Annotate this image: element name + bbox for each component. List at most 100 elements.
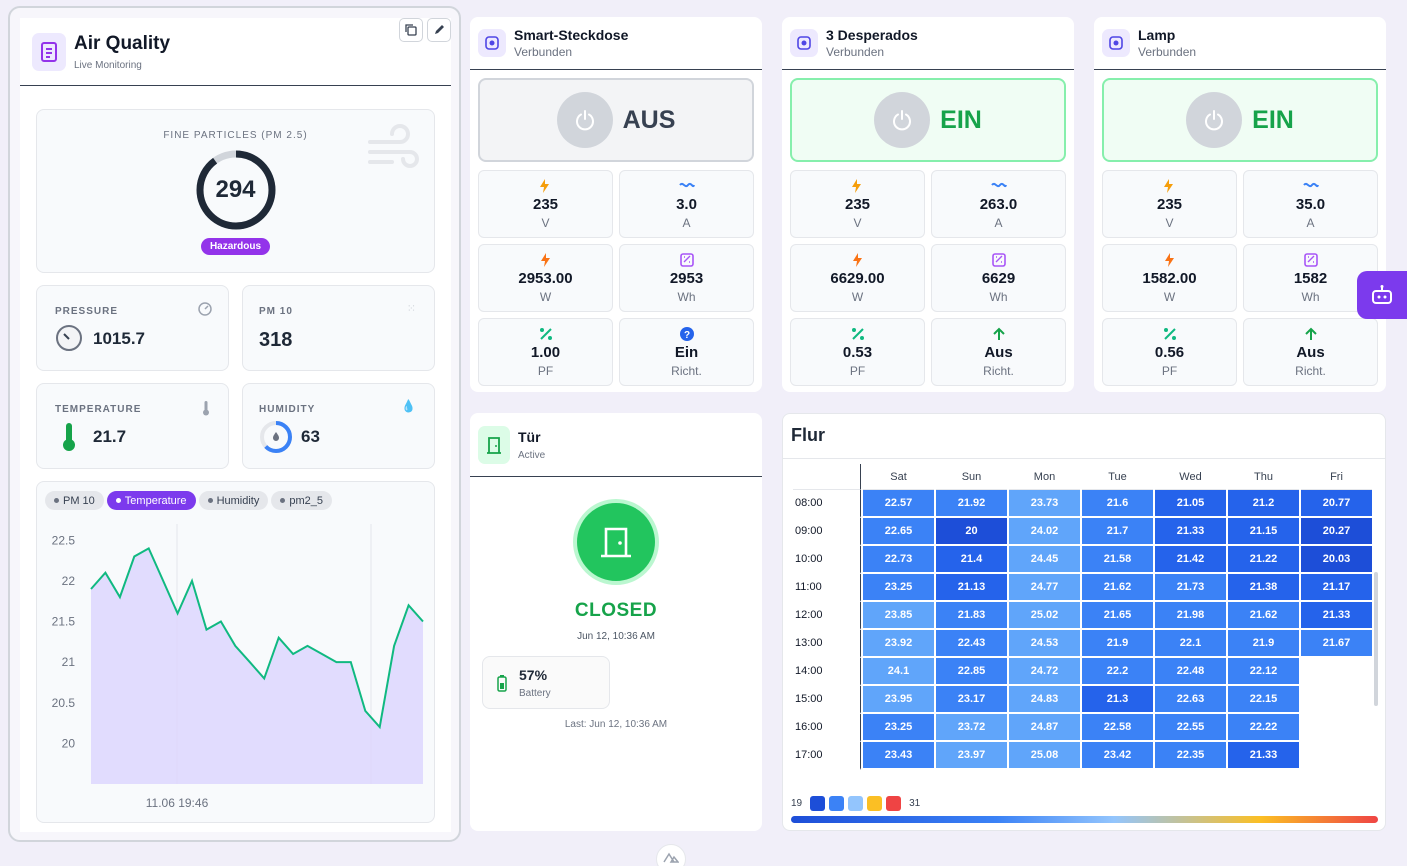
heatmap-cell[interactable]: 21.05 — [1155, 490, 1226, 518]
plug-title: Smart-Steckdose — [514, 27, 629, 43]
metric-current: 3.0 A — [619, 170, 754, 238]
heatmap-cell[interactable]: 24.83 — [1009, 686, 1080, 714]
heatmap-cell[interactable]: 24.72 — [1009, 658, 1080, 686]
heatmap-cell[interactable]: 22.73 — [863, 546, 934, 574]
heatmap-cell[interactable]: 21.3 — [1082, 686, 1153, 714]
heatmap-cell[interactable]: 24.53 — [1009, 630, 1080, 658]
heatmap-cell[interactable]: 21.58 — [1082, 546, 1153, 574]
metric-energy: 1582 Wh — [1243, 244, 1378, 312]
metric-dir: ? Ein Richt. — [619, 318, 754, 386]
power-toggle-button[interactable]: EIN — [790, 78, 1066, 162]
heatmap-cell[interactable]: 21.65 — [1082, 602, 1153, 630]
metric-unit: Richt. — [671, 364, 702, 378]
chart-tab-pm-10[interactable]: PM 10 — [45, 491, 104, 510]
heatmap-cell[interactable]: 22.43 — [936, 630, 1007, 658]
heatmap-cell[interactable]: 21.73 — [1155, 574, 1226, 602]
door-last-update: Last: Jun 12, 10:36 AM — [564, 719, 668, 730]
heatmap-cell[interactable]: 21.92 — [936, 490, 1007, 518]
heatmap-header-line — [783, 458, 1385, 459]
heatmap-day-wed: Wed — [1155, 464, 1226, 490]
copy-button[interactable] — [399, 18, 423, 42]
heatmap-cell[interactable]: 23.72 — [936, 714, 1007, 742]
heatmap-cell[interactable]: 24.45 — [1009, 546, 1080, 574]
edit-button[interactable] — [427, 18, 451, 42]
heatmap-cell[interactable]: 23.97 — [936, 742, 1007, 770]
heatmap-cell[interactable]: 24.02 — [1009, 518, 1080, 546]
heatmap-cell[interactable]: 21.4 — [936, 546, 1007, 574]
heatmap-cell[interactable]: 22.2 — [1082, 658, 1153, 686]
heatmap-cell[interactable]: 23.42 — [1082, 742, 1153, 770]
heatmap-cell[interactable]: 21.33 — [1155, 518, 1226, 546]
heatmap-cell[interactable]: 21.83 — [936, 602, 1007, 630]
heatmap-cell[interactable]: 20.77 — [1301, 490, 1372, 518]
heatmap-cell[interactable]: 22.1 — [1155, 630, 1226, 658]
metric-pf: 1.00 PF — [478, 318, 613, 386]
heatmap-cell[interactable]: 21.9 — [1228, 630, 1299, 658]
temperature-area — [91, 548, 423, 784]
heatmap-scrollbar[interactable] — [1374, 572, 1378, 706]
assistant-button[interactable] — [1357, 271, 1407, 319]
heatmap-cell[interactable]: 21.98 — [1155, 602, 1226, 630]
heatmap-cell[interactable]: 25.08 — [1009, 742, 1080, 770]
heatmap-cell[interactable]: 24.1 — [863, 658, 934, 686]
heatmap-cell[interactable]: 21.22 — [1228, 546, 1299, 574]
heatmap-cell[interactable]: 22.15 — [1228, 686, 1299, 714]
heatmap-cell[interactable]: 22.57 — [863, 490, 934, 518]
heatmap-cell[interactable]: 23.85 — [863, 602, 934, 630]
metric-unit: Wh — [677, 290, 696, 304]
heatmap-cell[interactable]: 21.38 — [1228, 574, 1299, 602]
heatmap-cell[interactable]: 20 — [936, 518, 1007, 546]
robot-icon — [1372, 285, 1392, 304]
heatmap-time-label: 12:00 — [793, 602, 861, 630]
wave-icon — [1302, 178, 1319, 194]
metric-value: 6629 — [981, 270, 1016, 287]
heatmap-cell[interactable]: 21.15 — [1228, 518, 1299, 546]
heatmap-cell[interactable]: 23.25 — [863, 714, 934, 742]
heatmap-cell[interactable]: 23.43 — [863, 742, 934, 770]
heatmap-cell[interactable]: 23.95 — [863, 686, 934, 714]
chart-tab-pm2-5[interactable]: pm2_5 — [271, 491, 332, 510]
heatmap-cell[interactable]: 22.35 — [1155, 742, 1226, 770]
heatmap-cell[interactable]: 22.12 — [1228, 658, 1299, 686]
heatmap-cell[interactable]: 21.6 — [1082, 490, 1153, 518]
heatmap-cell[interactable]: 21.62 — [1082, 574, 1153, 602]
heatmap-cell[interactable]: 22.55 — [1155, 714, 1226, 742]
heatmap-cell[interactable]: 22.85 — [936, 658, 1007, 686]
plug-status: Verbunden — [514, 45, 573, 59]
heatmap-cell[interactable]: 23.73 — [1009, 490, 1080, 518]
heatmap-cell[interactable]: 21.9 — [1082, 630, 1153, 658]
heatmap-cell[interactable]: 21.62 — [1228, 602, 1299, 630]
heatmap-cell[interactable]: 21.17 — [1301, 574, 1372, 602]
footer-logo[interactable] — [656, 844, 686, 866]
plug-card: Lamp Verbunden EIN 235 V 35.0 A 1582.00 W 1582 Wh 0… — [1094, 17, 1386, 392]
chart-tab-temperature[interactable]: Temperature — [106, 491, 196, 510]
heatmap-cell[interactable]: 21.13 — [936, 574, 1007, 602]
heatmap-cell[interactable]: 20.27 — [1301, 518, 1372, 546]
chip-dot — [280, 498, 286, 503]
heatmap-cell[interactable]: 22.58 — [1082, 714, 1153, 742]
heatmap-cell[interactable]: 22.63 — [1155, 686, 1226, 714]
heatmap-cell[interactable]: 21.42 — [1155, 546, 1226, 574]
power-toggle-button[interactable]: EIN — [1102, 78, 1378, 162]
power-state: AUS — [622, 105, 676, 134]
heatmap-cell[interactable]: 22.22 — [1228, 714, 1299, 742]
heatmap-cell[interactable]: 23.92 — [863, 630, 934, 658]
heatmap-cell[interactable]: 21.67 — [1301, 630, 1372, 658]
nuxt-logo-icon — [663, 852, 679, 863]
heatmap-cell[interactable]: 21.33 — [1228, 742, 1299, 770]
heatmap-cell[interactable]: 22.48 — [1155, 658, 1226, 686]
power-toggle-button[interactable]: AUS — [478, 78, 754, 162]
heatmap-cell[interactable]: 24.87 — [1009, 714, 1080, 742]
heatmap-cell[interactable]: 21.33 — [1301, 602, 1372, 630]
heatmap-cell[interactable]: 23.25 — [863, 574, 934, 602]
heatmap-cell[interactable]: 23.17 — [936, 686, 1007, 714]
door-title: Tür — [518, 428, 541, 445]
heatmap-cell[interactable]: 24.77 — [1009, 574, 1080, 602]
heatmap-cell[interactable]: 20.03 — [1301, 546, 1372, 574]
heatmap-day-fri: Fri — [1301, 464, 1372, 490]
heatmap-cell[interactable]: 22.65 — [863, 518, 934, 546]
chart-tab-humidity[interactable]: Humidity — [198, 491, 269, 510]
heatmap-cell[interactable]: 25.02 — [1009, 602, 1080, 630]
heatmap-cell[interactable]: 21.2 — [1228, 490, 1299, 518]
heatmap-cell[interactable]: 21.7 — [1082, 518, 1153, 546]
